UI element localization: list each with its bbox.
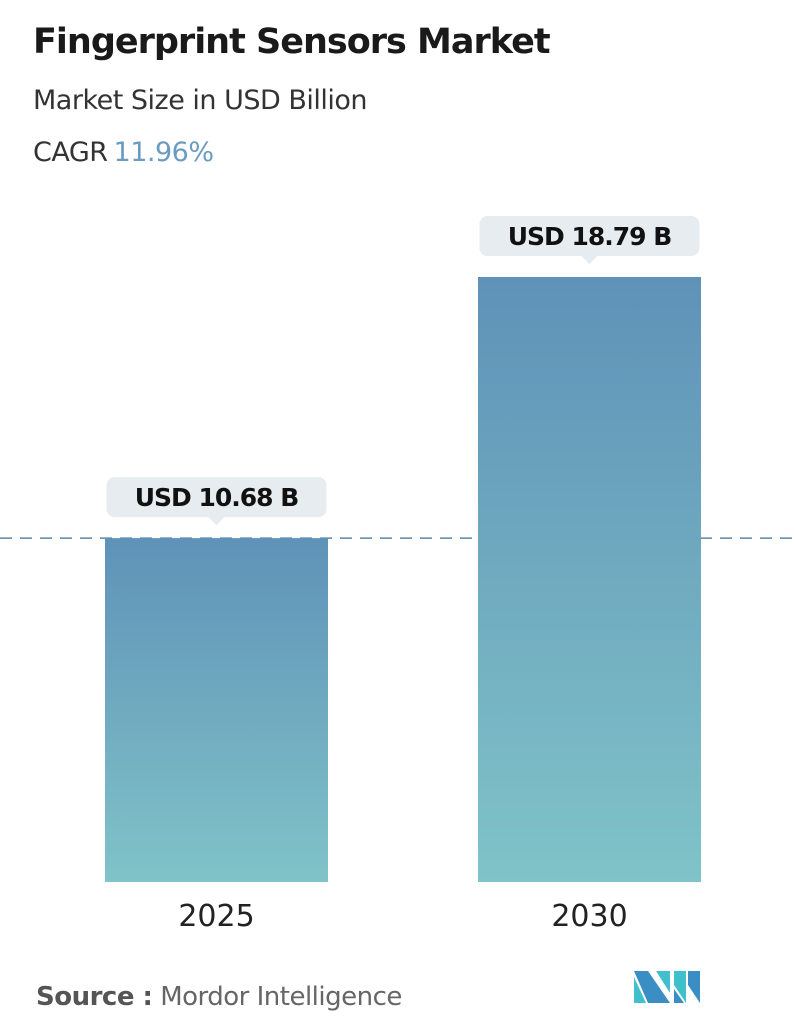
data-label: USD 18.79 B [508, 222, 672, 251]
cagr-label: CAGR [33, 137, 108, 168]
data-label: USD 10.68 B [135, 483, 299, 512]
chart-title: Fingerprint Sensors Market [33, 22, 551, 62]
source: Source : Mordor Intelligence [36, 982, 402, 1012]
x-tick-label: 2025 [178, 899, 254, 934]
data-label-bg [479, 216, 700, 256]
bar-2025 [105, 538, 328, 882]
source-label: Source : [36, 982, 153, 1012]
chart-subtitle: Market Size in USD Billion [33, 85, 368, 116]
cagr: CAGR 11.96% [33, 137, 214, 168]
mordor-logo [634, 971, 700, 1003]
data-label-pointer [581, 256, 598, 264]
source-value: Mordor Intelligence [160, 982, 402, 1012]
data-label-pointer [208, 517, 225, 526]
bar-2030 [478, 277, 701, 882]
data-label-bg [106, 477, 327, 518]
x-tick-label: 2030 [551, 899, 627, 934]
bar-chart: USD 10.68 B 2025 USD 18.79 B 2030 [0, 216, 796, 934]
cagr-value: 11.96% [113, 137, 214, 168]
